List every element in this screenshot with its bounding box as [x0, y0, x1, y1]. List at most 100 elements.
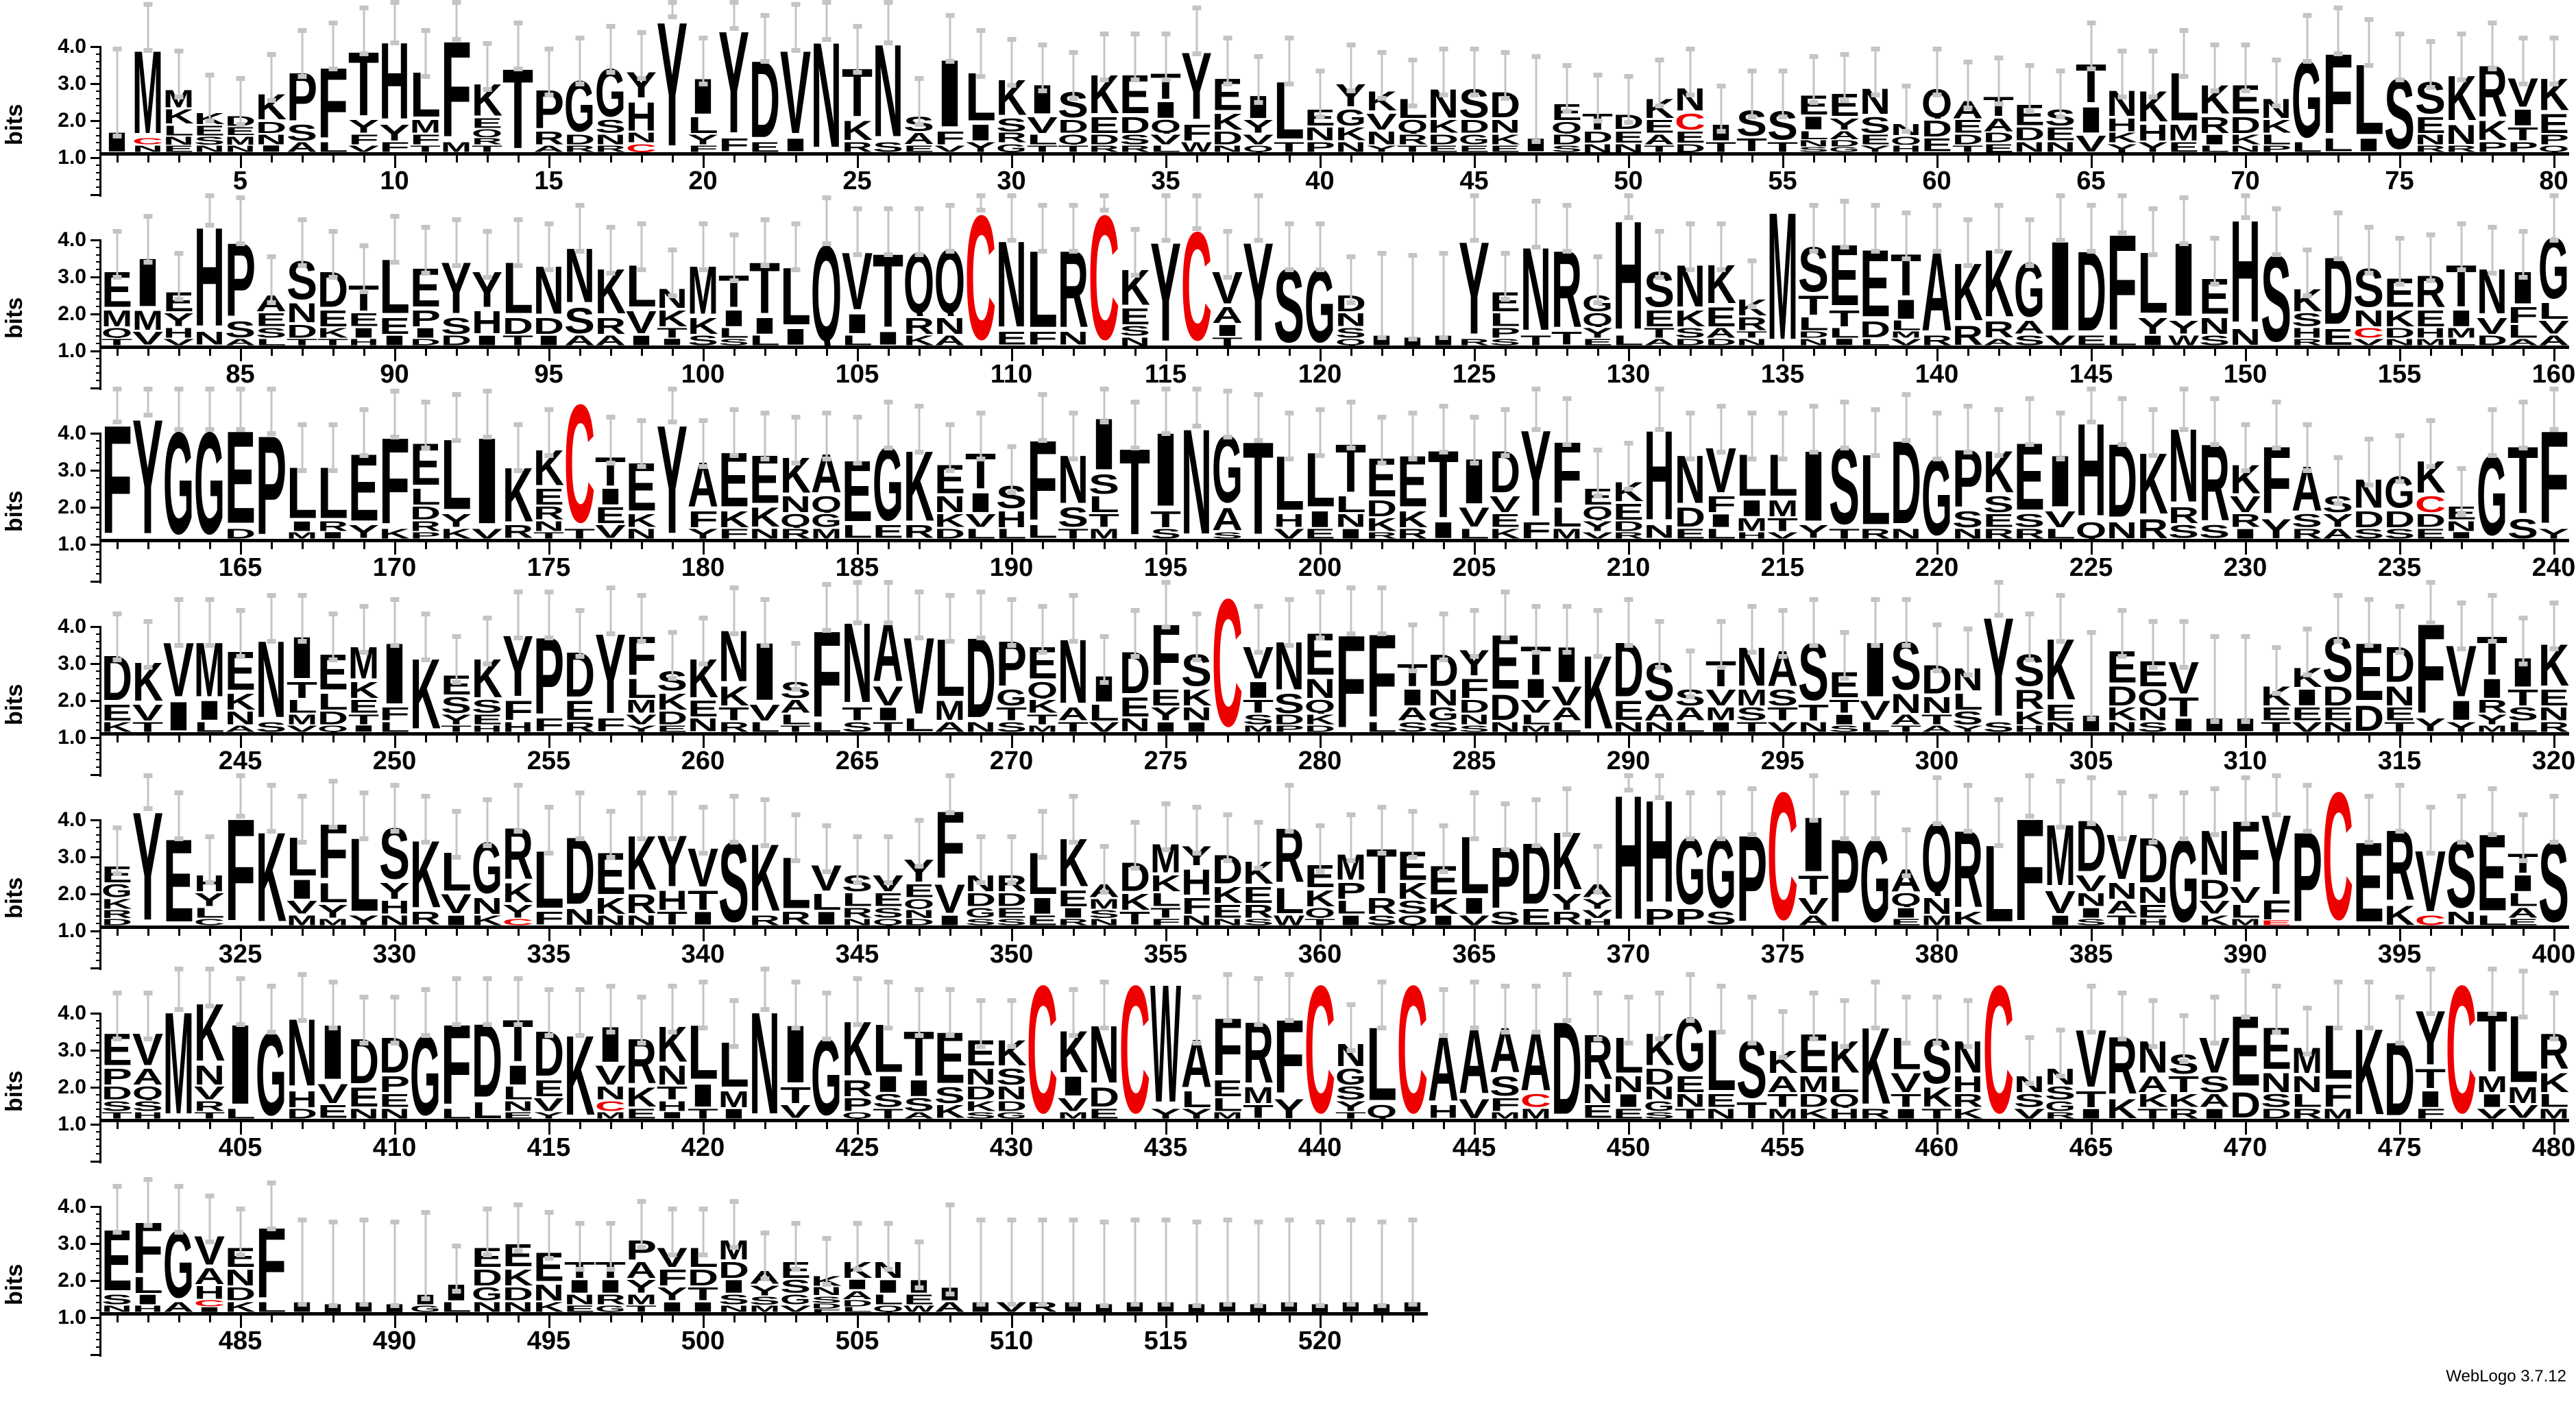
error-bar	[1010, 836, 1012, 884]
residue-slot-119: S	[1274, 197, 1304, 346]
error-bar-cap-bottom	[2457, 840, 2466, 845]
residue-slot-394: E	[2353, 777, 2384, 925]
residue-slot-312: KIEV	[2292, 584, 2322, 732]
error-bar-cap-top	[729, 1199, 738, 1204]
residue-letter-E: E	[626, 1108, 657, 1119]
residue-letter-Q: Q	[1243, 145, 1274, 152]
x-tick-label: 30	[997, 167, 1025, 196]
x-tick	[579, 156, 581, 162]
error-bar-cap-top	[2179, 195, 2188, 200]
x-tick	[1535, 1122, 1538, 1129]
residue-stack: AEDT	[1952, 99, 1983, 152]
residue-letter-P: P	[1304, 141, 1335, 152]
error-bar	[671, 985, 673, 1032]
residue-letter-I: I	[688, 910, 718, 925]
residue-letter-L: L	[1798, 130, 1829, 140]
x-tick-label: 55	[1768, 167, 1797, 196]
residue-letter-N: N	[1335, 312, 1366, 327]
residue-slot-487: I	[287, 1164, 317, 1312]
error-bar	[918, 820, 920, 867]
residue-letter-G: G	[256, 1023, 287, 1119]
error-bar	[949, 775, 951, 813]
x-tick-label: 385	[2069, 940, 2113, 969]
error-bar	[733, 588, 735, 635]
x-tick	[980, 542, 982, 549]
residue-letter-N: N	[2415, 134, 2446, 145]
x-tick-label: 355	[1144, 940, 1187, 969]
y-minor-tick	[96, 127, 101, 129]
residue-letter-K: K	[626, 1085, 657, 1107]
x-tick	[2059, 156, 2062, 162]
error-bar	[147, 621, 149, 668]
error-bar	[609, 810, 611, 858]
residue-letter-H: H	[2230, 208, 2261, 327]
residue-letter-L: L	[2322, 137, 2353, 152]
residue-letter-E: E	[1860, 242, 1891, 319]
residue-letter-P: P	[1335, 881, 1366, 899]
error-bar-cap-bottom	[143, 48, 152, 53]
residue-slot-24: N	[811, 0, 842, 152]
x-tick	[2522, 156, 2525, 162]
residue-stack: N	[1181, 417, 1212, 539]
error-bar	[1782, 1011, 1784, 1058]
error-bar	[918, 1242, 920, 1289]
residue-letter-F: F	[1181, 896, 1212, 915]
residue-letter-N: N	[379, 1108, 410, 1119]
residue-letter-S: S	[2199, 1074, 2230, 1093]
error-bar-cap-bottom	[668, 420, 677, 425]
x-tick	[455, 736, 458, 742]
error-bar-cap-bottom	[2518, 1015, 2527, 1019]
residue-letter-M: M	[410, 119, 441, 134]
error-bar	[486, 799, 488, 847]
residue-letter-S: S	[2168, 524, 2199, 539]
x-tick	[2028, 349, 2031, 356]
error-bar	[1350, 45, 1352, 92]
error-bar-cap-bottom	[1994, 248, 2003, 254]
residue-slot-27: SAE	[903, 4, 934, 152]
residue-letter-T: T	[780, 725, 811, 732]
error-bar-cap-top	[1007, 998, 1016, 1004]
residue-slot-374: P	[1736, 777, 1767, 925]
residue-letter-T: T	[996, 706, 1027, 721]
error-bar	[949, 989, 951, 1036]
residue-letter-A: A	[132, 1067, 163, 1085]
error-bar-cap-top	[328, 612, 337, 617]
svg-text:N: N	[256, 134, 287, 145]
residue-stack: H	[1613, 781, 1644, 925]
error-bar-cap-bottom	[1099, 208, 1108, 213]
error-bar-cap-top	[483, 1206, 491, 1211]
residue-stack: F	[101, 413, 132, 539]
residue-letter-C: C	[194, 918, 225, 925]
error-bar-cap-bottom	[2395, 828, 2404, 834]
x-tick	[887, 349, 890, 356]
logo-row-4: bits 1.0 2.0 3.0 4.0 D E K K V T V I M I L E K N A N S I T L M V E L…	[0, 580, 2576, 777]
error-bar-cap-bottom	[1901, 128, 1910, 134]
x-tick	[1041, 736, 1044, 742]
error-bar-cap-top	[1470, 980, 1479, 985]
x-tick	[1165, 156, 1167, 168]
residue-letter-S: S	[2446, 833, 2477, 910]
error-bar-cap-bottom	[2148, 94, 2157, 99]
error-bar-cap-bottom	[1254, 650, 1263, 655]
x-tick	[794, 349, 797, 356]
residue-letter-E: E	[1613, 699, 1644, 721]
error-bar	[1411, 254, 1413, 339]
error-bar	[332, 424, 334, 471]
residue-letter-N: N	[225, 710, 256, 725]
error-bar-cap-bottom	[2025, 814, 2034, 819]
error-bar-cap-top	[2148, 794, 2157, 799]
residue-letter-N: N	[1921, 896, 1952, 915]
residue-letter-P: P	[379, 1074, 410, 1093]
error-bar-cap-top	[1871, 790, 1880, 795]
residue-letter-L: L	[1798, 316, 1829, 331]
residue-letter-E: E	[533, 487, 564, 505]
